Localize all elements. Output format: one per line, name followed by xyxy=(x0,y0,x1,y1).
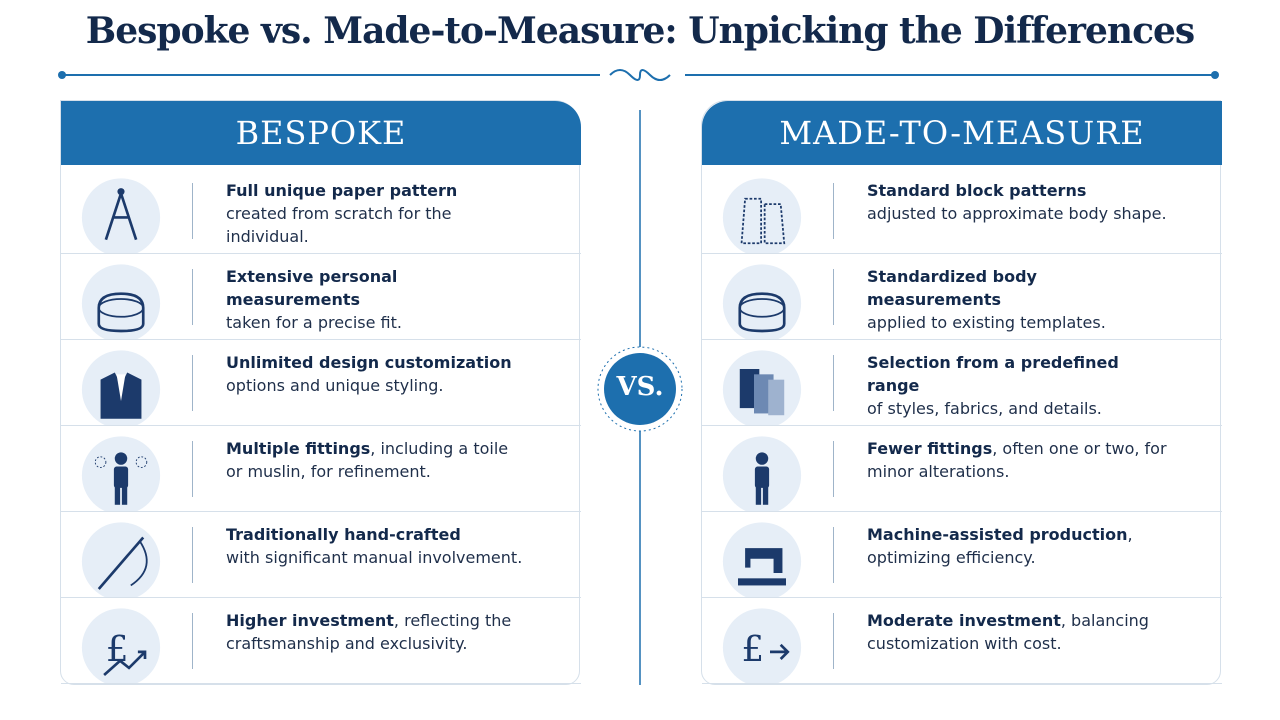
feature-detail: with significant manual involvement. xyxy=(226,548,523,567)
row-divider xyxy=(833,527,834,583)
column-panel: BESPOKE Full unique paper pattern created … xyxy=(60,100,581,687)
column-header: BESPOKE xyxy=(61,101,581,165)
feature-icon xyxy=(75,345,167,429)
feature-text: Fewer fittings, often one or two, for mi… xyxy=(867,437,1167,483)
row-divider xyxy=(192,355,193,411)
row-separator xyxy=(61,511,581,512)
row-separator xyxy=(61,339,581,340)
row-separator xyxy=(702,683,1222,684)
row-divider xyxy=(192,613,193,669)
feature-text: Traditionally hand-crafted with significa… xyxy=(226,523,526,569)
feature-strong: Machine-assisted production xyxy=(867,525,1128,544)
feature-icon xyxy=(75,517,167,601)
row-divider xyxy=(192,527,193,583)
row-separator xyxy=(61,683,581,684)
row-divider xyxy=(192,183,193,239)
feature-row: Full unique paper pattern created from sc… xyxy=(61,167,581,257)
feature-row: Standardized body measurements applied to… xyxy=(702,253,1222,343)
feature-row: Extensive personal measurements taken for… xyxy=(61,253,581,343)
feature-row: Unlimited design customization options an… xyxy=(61,339,581,429)
feature-icon xyxy=(716,345,808,429)
feature-text: Higher investment, reflecting the crafts… xyxy=(226,609,526,655)
feature-detail: taken for a precise fit. xyxy=(226,313,402,332)
feature-row: Selection from a predefined range of styl… xyxy=(702,339,1222,429)
feature-icon xyxy=(716,517,808,601)
row-divider xyxy=(192,441,193,497)
feature-icon xyxy=(75,259,167,343)
feature-detail: created from scratch for the individual. xyxy=(226,204,452,246)
feature-detail: , often one or two, for minor alteration… xyxy=(867,439,1167,481)
feature-detail: , including a toile or muslin, for refin… xyxy=(226,439,509,481)
svg-text:£: £ xyxy=(742,629,765,670)
feature-row: Fewer fittings, often one or two, for mi… xyxy=(702,425,1222,515)
feature-row: Multiple fittings, including a toile or … xyxy=(61,425,581,515)
feature-detail: , reflecting the craftsmanship and exclu… xyxy=(226,611,512,653)
row-separator xyxy=(61,253,581,254)
feature-icon xyxy=(75,431,167,515)
feature-strong: Traditionally hand-crafted xyxy=(226,525,461,544)
feature-strong: Fewer fittings xyxy=(867,439,993,458)
feature-detail: , optimizing efficiency. xyxy=(867,525,1133,567)
feature-row: Machine-assisted production, optimizing … xyxy=(702,511,1222,601)
row-separator xyxy=(702,339,1222,340)
feature-strong: Selection from a predefined range xyxy=(867,353,1119,395)
feature-row: Standard block patterns adjusted to appro… xyxy=(702,167,1222,257)
feature-strong: Full unique paper pattern xyxy=(226,181,458,200)
row-divider xyxy=(833,355,834,411)
row-divider xyxy=(833,183,834,239)
feature-icon xyxy=(716,173,808,257)
feature-text: Full unique paper pattern created from sc… xyxy=(226,179,526,248)
column-header: MADE-TO-MEASURE xyxy=(702,101,1222,165)
feature-detail: of styles, fabrics, and details. xyxy=(867,399,1102,418)
row-separator xyxy=(61,425,581,426)
feature-detail: adjusted to approximate body shape. xyxy=(867,204,1167,223)
vs-label: VS. xyxy=(616,372,664,402)
feature-strong: Extensive personal measurements xyxy=(226,267,398,309)
row-separator xyxy=(702,597,1222,598)
feature-row: Traditionally hand-crafted with significa… xyxy=(61,511,581,601)
feature-detail: , balancing customization with cost. xyxy=(867,611,1149,653)
row-separator xyxy=(702,511,1222,512)
feature-icon xyxy=(716,259,808,343)
feature-strong: Multiple fittings xyxy=(226,439,371,458)
feature-strong: Moderate investment xyxy=(867,611,1061,630)
feature-row: £ Moderate investment, balancing customiz… xyxy=(702,597,1222,687)
feature-text: Standardized body measurements applied to… xyxy=(867,265,1167,334)
feature-detail: applied to existing templates. xyxy=(867,313,1106,332)
feature-detail: options and unique styling. xyxy=(226,376,444,395)
feature-text: Standard block patterns adjusted to appro… xyxy=(867,179,1167,225)
feature-text: Machine-assisted production, optimizing … xyxy=(867,523,1167,569)
page-title: Bespoke vs. Made-to-Measure: Unpicking t… xyxy=(85,10,1195,52)
column-panel: MADE-TO-MEASURE Standard block patterns ad… xyxy=(701,100,1222,687)
feature-text: Moderate investment, balancing customiza… xyxy=(867,609,1167,655)
row-separator xyxy=(702,253,1222,254)
feature-text: Unlimited design customization options an… xyxy=(226,351,526,397)
feature-text: Selection from a predefined range of styl… xyxy=(867,351,1167,420)
row-separator xyxy=(61,597,581,598)
feature-strong: Standard block patterns xyxy=(867,181,1087,200)
feature-icon: £ xyxy=(716,603,808,687)
feature-icon: £ xyxy=(75,603,167,687)
row-divider xyxy=(833,613,834,669)
feature-icon xyxy=(716,431,808,515)
row-divider xyxy=(833,441,834,497)
row-divider xyxy=(192,269,193,325)
feature-strong: Unlimited design customization xyxy=(226,353,512,372)
feature-icon xyxy=(75,173,167,257)
row-separator xyxy=(702,425,1222,426)
svg-text:£: £ xyxy=(106,629,129,670)
feature-text: Multiple fittings, including a toile or … xyxy=(226,437,526,483)
row-divider xyxy=(833,269,834,325)
feature-text: Extensive personal measurements taken for… xyxy=(226,265,526,334)
feature-row: £ Higher investment, reflecting the craft… xyxy=(61,597,581,687)
feature-strong: Standardized body measurements xyxy=(867,267,1037,309)
feature-strong: Higher investment xyxy=(226,611,394,630)
